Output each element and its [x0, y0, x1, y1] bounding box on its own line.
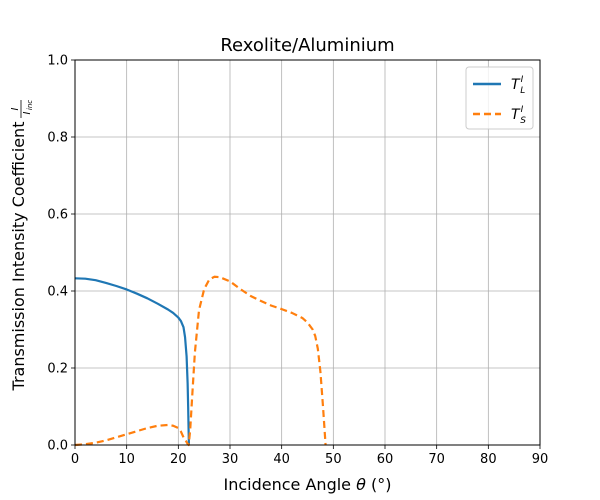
- y-tick-label: 0.6: [47, 208, 68, 223]
- y-tick-label: 0.8: [47, 131, 68, 146]
- x-tick-label: 10: [118, 452, 135, 467]
- x-tick-label: 40: [273, 452, 290, 467]
- legend-ts-main: T: [511, 107, 521, 123]
- y-tick-label: 0.0: [47, 439, 68, 454]
- y-axis-label-text: Transmission Intensity Coefficient: [9, 122, 28, 392]
- y-tick-label: 0.4: [47, 285, 68, 300]
- ticks: 0 10 20 30 40 50 60 70 80 90 0.0 0.2 0.4 0.6 0.8 1.0: [47, 54, 548, 468]
- x-tick-label: 60: [377, 452, 394, 467]
- plot-area: [75, 60, 540, 445]
- y-axis-label-frac-den: I: [22, 111, 33, 114]
- legend: TI L TI S: [465, 66, 534, 130]
- x-axis-label-prefix: Incidence Angle: [224, 475, 357, 494]
- x-axis-label: Incidence Angle θ (°): [224, 475, 392, 494]
- legend-ts-sub: S: [520, 116, 526, 126]
- legend-tl-sub: L: [520, 86, 525, 96]
- legend-tl-main: T: [511, 77, 521, 93]
- y-axis-label-frac-num: I: [10, 107, 21, 110]
- legend-ts-sup: I: [521, 105, 524, 115]
- y-tick-label: 1.0: [47, 54, 68, 69]
- x-tick-label: 30: [222, 452, 239, 467]
- series-line-ts: [74, 275, 327, 447]
- y-axis-label: Transmission Intensity Coefficient I I i…: [9, 100, 34, 392]
- chart-title: Rexolite/Aluminium: [220, 35, 394, 56]
- legend-box: [465, 66, 534, 130]
- x-tick-label: 0: [71, 452, 79, 467]
- x-tick-label: 80: [480, 452, 497, 467]
- x-tick-label: 20: [170, 452, 187, 467]
- x-tick-label: 50: [325, 452, 342, 467]
- plot-frame: [74, 59, 541, 446]
- series-layer: [74, 275, 327, 447]
- series-line-tl: [74, 277, 191, 446]
- x-axis-label-suffix: (°): [366, 475, 392, 494]
- x-tick-label: 70: [428, 452, 445, 467]
- legend-tl-sup: I: [521, 75, 524, 85]
- y-axis-label-frac-den-sub: inc: [26, 100, 34, 110]
- legend-label-tl: TI L: [511, 75, 525, 96]
- legend-label-ts: TI S: [511, 105, 526, 126]
- x-tick-label: 90: [532, 452, 549, 467]
- x-axis-label-symbol: θ: [356, 475, 366, 494]
- y-tick-label: 0.2: [47, 362, 68, 377]
